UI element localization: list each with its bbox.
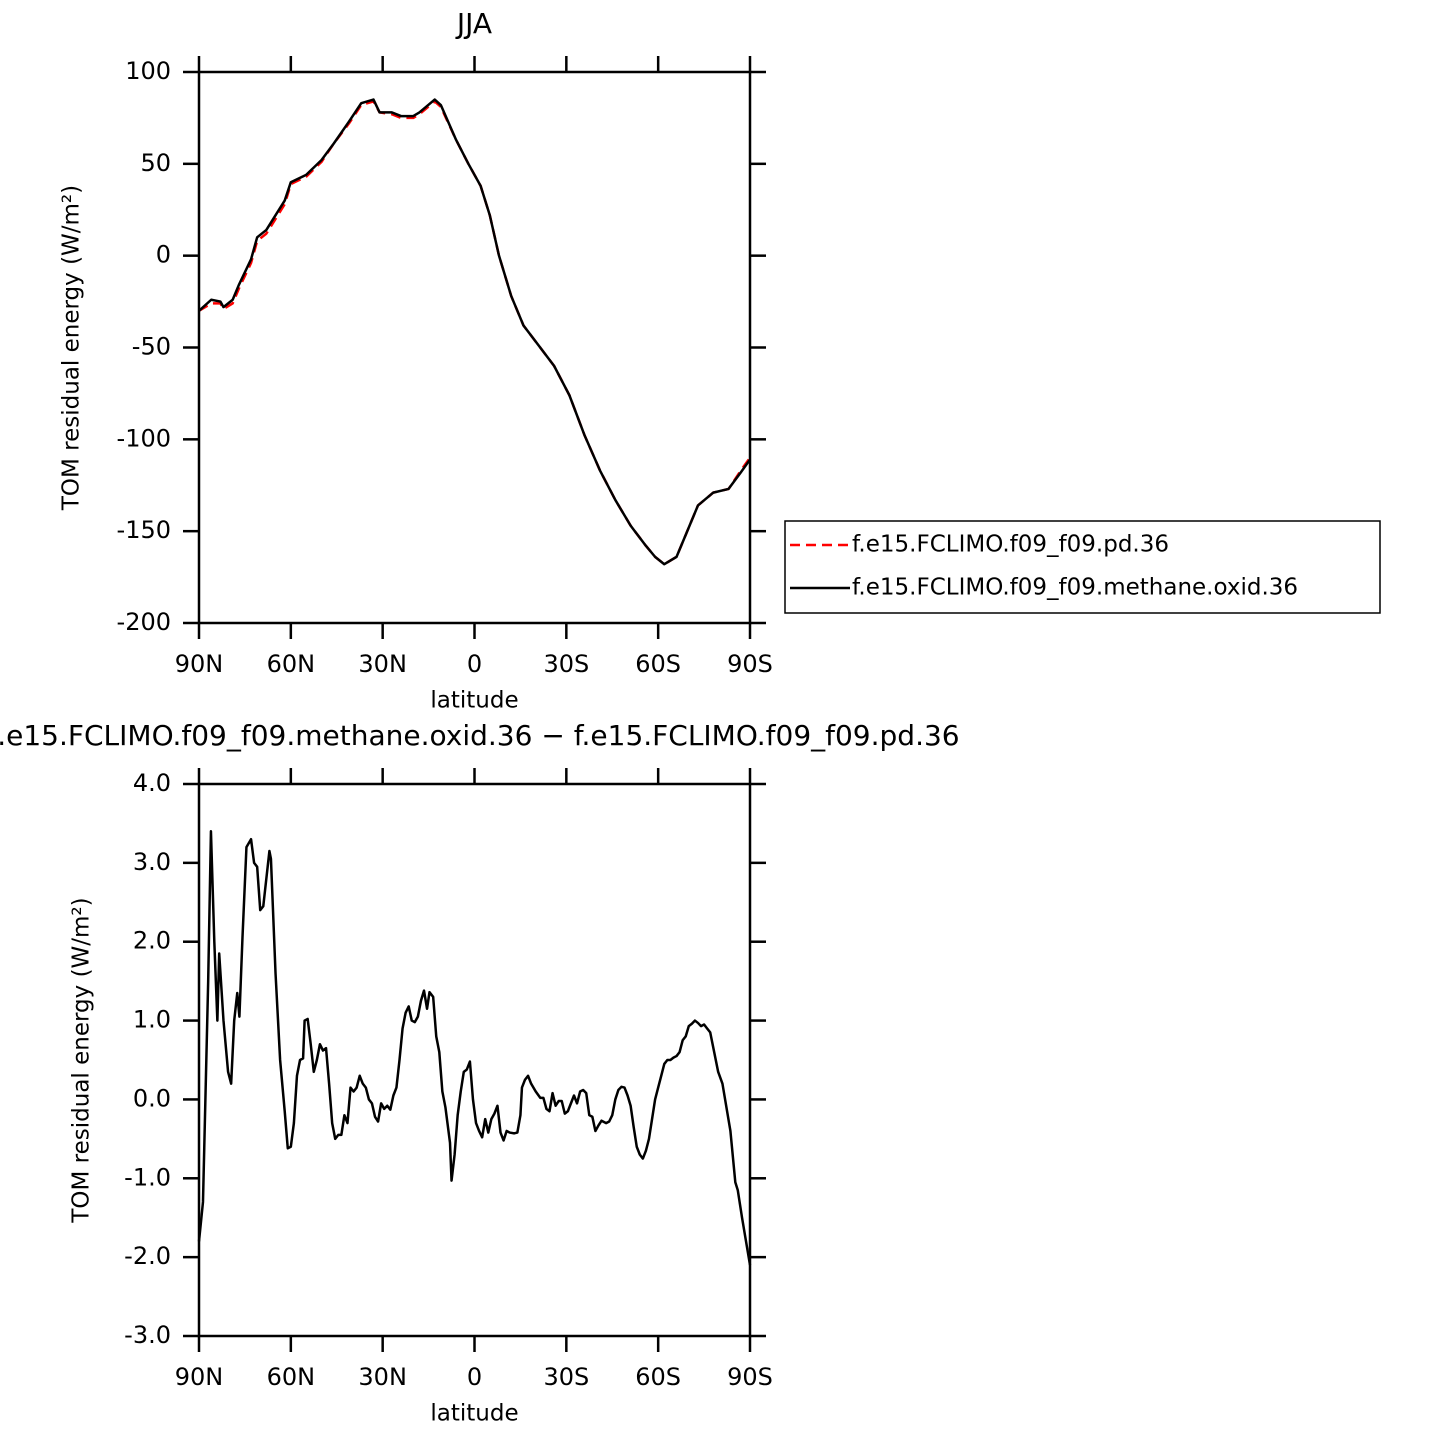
y-axis-label: TOM residual energy (W/m²) [59,185,85,511]
y-tick-label: 50 [140,149,171,177]
y-tick-label: 0 [156,241,171,269]
x-tick-label: 90N [175,650,224,678]
chart-title: f.e15.FCLIMO.f09_f09.methane.oxid.36 − f… [0,719,960,752]
x-tick-label: 0 [467,650,482,678]
legend-label: f.e15.FCLIMO.f09_f09.methane.oxid.36 [852,575,1298,601]
x-tick-label: 30N [358,1363,407,1391]
x-axis-label: latitude [430,1401,518,1427]
x-tick-label: 60N [267,650,316,678]
plot-frame [197,70,752,625]
data-line [198,100,752,566]
y-tick-label: 0.0 [133,1084,171,1112]
x-tick-label: 60S [635,1363,681,1391]
x-tick-label: 0 [467,1363,482,1391]
x-tick-label: 30S [543,1363,589,1391]
legend-label: f.e15.FCLIMO.f09_f09.pd.36 [852,532,1169,558]
x-tick-label: 90N [175,1363,224,1391]
y-tick-label: -3.0 [124,1321,171,1349]
y-tick-label: 3.0 [133,848,171,876]
y-tick-label: -1.0 [124,1163,171,1191]
x-tick-label: 30N [358,650,407,678]
x-tick-label: 90S [727,650,773,678]
plot-frame [197,782,752,1338]
y-tick-label: -2.0 [124,1242,171,1270]
y-tick-label: 2.0 [133,927,171,955]
legend-box [784,520,1381,614]
x-tick-label: 30S [543,650,589,678]
y-tick-label: 4.0 [133,769,171,797]
x-tick-label: 60N [267,1363,316,1391]
chart-title: JJA [455,7,492,40]
data-line [198,98,752,566]
x-tick-label: 90S [727,1363,773,1391]
x-tick-label: 60S [635,650,681,678]
y-tick-label: -200 [117,608,171,636]
x-axis-label: latitude [430,688,518,714]
y-tick-label: 100 [125,57,171,85]
data-line [197,830,752,1266]
y-tick-label: 1.0 [133,1006,171,1034]
y-tick-label: -100 [117,424,171,452]
y-tick-label: -50 [132,333,171,361]
y-tick-label: -150 [117,516,171,544]
y-axis-label: TOM residual energy (W/m²) [69,897,95,1223]
